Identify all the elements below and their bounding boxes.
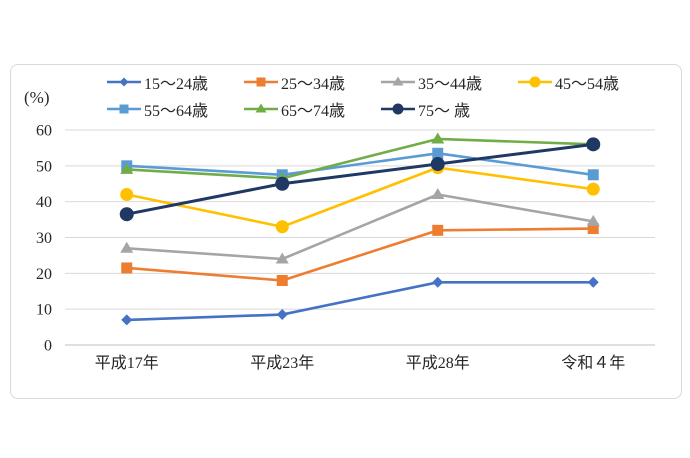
square-marker bbox=[587, 169, 599, 181]
triangle-marker bbox=[431, 132, 445, 144]
y-tick-label: 30 bbox=[36, 230, 52, 247]
circle-marker bbox=[119, 207, 134, 222]
diamond-marker bbox=[432, 276, 444, 288]
legend-label: 25～34歳 bbox=[281, 75, 346, 93]
series-75～ 歳 bbox=[119, 137, 601, 222]
series-line bbox=[125, 166, 595, 229]
legend-marker-icon bbox=[381, 76, 415, 85]
x-tick-label: 平成17年 bbox=[95, 354, 159, 372]
circle-marker bbox=[275, 176, 290, 191]
series-25～34歳 bbox=[121, 223, 599, 286]
series-line bbox=[125, 227, 595, 282]
triangle-marker bbox=[120, 162, 134, 174]
legend-item: 55～64歳 bbox=[106, 95, 243, 122]
legend-item: 25～34歳 bbox=[243, 68, 380, 95]
x-tick-label: 令和４年 bbox=[561, 354, 625, 372]
diamond-marker bbox=[119, 77, 129, 86]
y-tick-label: 0 bbox=[44, 338, 52, 355]
triangle-marker bbox=[120, 241, 134, 253]
circle-marker bbox=[586, 137, 601, 152]
triangle-marker bbox=[431, 188, 445, 199]
circle-marker bbox=[430, 157, 445, 172]
y-tick-label: 50 bbox=[36, 158, 52, 175]
triangle-marker bbox=[275, 252, 289, 264]
series-35～44歳 bbox=[120, 188, 600, 264]
y-tick-label: 60 bbox=[36, 123, 52, 140]
circle-marker bbox=[586, 182, 600, 196]
legend-label: 75～ 歳 bbox=[418, 102, 471, 120]
square-marker bbox=[276, 275, 288, 286]
square-marker bbox=[432, 147, 444, 159]
y-tick-label: 20 bbox=[36, 266, 52, 283]
chart-legend: 15～24歳 25～34歳 35～44歳 45～54歳 55～64歳 65～74歳 75～ … bbox=[106, 68, 672, 122]
legend-item: 15～24歳 bbox=[106, 68, 243, 95]
y-axis-unit-label: (%) bbox=[24, 88, 50, 107]
legend-item: 45～54歳 bbox=[517, 68, 654, 95]
legend-label: 45～54歳 bbox=[555, 75, 620, 93]
square-marker bbox=[256, 77, 266, 86]
diamond-marker bbox=[276, 309, 288, 321]
legend-marker-icon bbox=[518, 76, 552, 87]
circle-marker bbox=[120, 188, 134, 201]
triangle-marker bbox=[586, 214, 600, 226]
legend-item: 35～44歳 bbox=[380, 68, 517, 95]
legend-label: 15～24歳 bbox=[144, 75, 209, 93]
series-line bbox=[125, 193, 595, 261]
square-marker bbox=[432, 224, 444, 236]
series-line bbox=[125, 151, 595, 177]
series-line bbox=[125, 137, 595, 180]
legend-marker-icon bbox=[107, 104, 141, 113]
legend-marker-icon bbox=[107, 77, 141, 86]
square-marker bbox=[587, 223, 599, 235]
series-line bbox=[125, 280, 595, 322]
diamond-marker bbox=[121, 314, 133, 326]
circle-marker bbox=[529, 76, 541, 87]
square-marker bbox=[119, 104, 129, 113]
legend-marker-icon bbox=[244, 77, 278, 86]
diamond-marker bbox=[587, 276, 599, 288]
series-15～24歳 bbox=[121, 276, 599, 326]
legend-item: 65～74歳 bbox=[243, 95, 380, 122]
legend-marker-icon bbox=[244, 103, 278, 112]
x-tick-label: 平成23年 bbox=[250, 354, 314, 372]
legend-label: 35～44歳 bbox=[418, 75, 483, 93]
triangle-marker bbox=[255, 103, 267, 112]
series-line bbox=[125, 142, 595, 216]
circle-marker bbox=[392, 103, 404, 114]
square-marker bbox=[121, 262, 133, 274]
circle-marker bbox=[275, 220, 289, 234]
y-tick-label: 10 bbox=[36, 302, 52, 319]
legend-label: 55～64歳 bbox=[144, 102, 209, 120]
x-tick-label: 平成28年 bbox=[406, 354, 470, 372]
legend-item: 75～ 歳 bbox=[380, 95, 517, 122]
y-tick-label: 40 bbox=[36, 194, 52, 211]
legend-label: 65～74歳 bbox=[281, 102, 346, 120]
legend-marker-icon bbox=[381, 103, 415, 114]
triangle-marker bbox=[392, 76, 404, 85]
